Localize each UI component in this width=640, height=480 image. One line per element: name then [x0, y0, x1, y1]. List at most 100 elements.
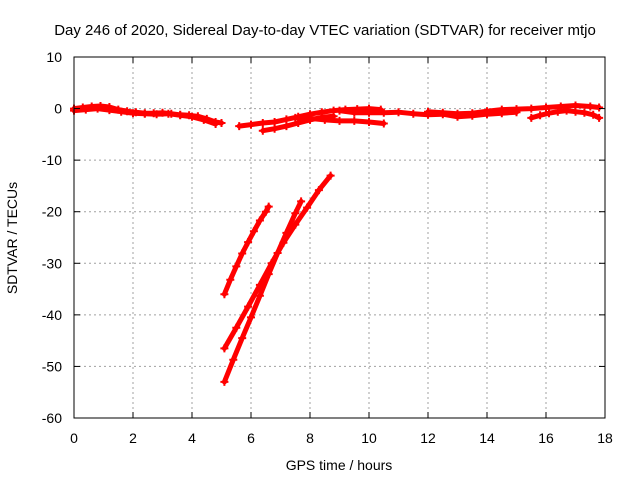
series-trace — [221, 198, 304, 385]
data-point — [297, 197, 306, 206]
data-point — [264, 270, 273, 279]
data-point — [320, 115, 329, 124]
y-tick-label: -10 — [42, 152, 62, 168]
y-tick-label: -50 — [42, 358, 62, 374]
data-point — [235, 122, 244, 131]
data-point — [350, 108, 359, 117]
data-point — [220, 290, 229, 299]
data-point — [270, 124, 279, 133]
data-point — [483, 107, 491, 116]
data-point — [81, 105, 90, 114]
data-point — [335, 106, 344, 115]
x-tick-label: 10 — [361, 430, 377, 446]
x-tick-labels: 0 2 4 6 8 10 12 14 16 18 — [70, 430, 613, 446]
data-point — [595, 103, 604, 112]
data-point — [335, 116, 344, 125]
data-point — [232, 323, 241, 332]
data-point — [536, 111, 545, 120]
x-tick-label: 12 — [420, 430, 436, 446]
series-track-2 — [70, 104, 220, 128]
data-point — [244, 302, 253, 311]
data-point — [164, 109, 173, 118]
data-point — [303, 203, 312, 212]
data-point — [140, 109, 149, 118]
data-point — [238, 249, 247, 258]
x-tick-label: 0 — [70, 430, 78, 446]
data-point — [379, 108, 388, 117]
data-point — [238, 334, 247, 343]
chart-title: Day 246 of 2020, Sidereal Day-to-day VTE… — [54, 22, 596, 39]
data-point — [365, 118, 373, 126]
data-point — [211, 120, 220, 128]
x-tick-label: 8 — [306, 430, 314, 446]
data-point — [365, 108, 373, 117]
data-point — [306, 114, 314, 123]
data-point — [409, 109, 418, 118]
data-point — [595, 113, 604, 122]
data-point — [152, 110, 161, 119]
data-point — [176, 111, 185, 120]
data-point — [220, 344, 229, 353]
data-point — [247, 313, 255, 322]
data-point — [129, 109, 137, 118]
series-track-9 — [220, 202, 273, 299]
data-point — [571, 107, 580, 116]
data-point — [244, 238, 253, 247]
x-tick-label: 2 — [129, 430, 137, 446]
ticks — [73, 56, 606, 419]
data-point — [394, 108, 403, 117]
data-point — [553, 107, 562, 116]
data-point — [438, 108, 447, 117]
data-point — [314, 186, 323, 195]
x-tick-label: 6 — [247, 430, 255, 446]
series-track-8 — [527, 106, 604, 122]
y-tick-label: -60 — [42, 410, 62, 426]
data-point — [249, 227, 258, 236]
y-tick-label: 10 — [46, 49, 62, 65]
data-point — [282, 228, 291, 237]
x-tick-label: 4 — [188, 430, 196, 446]
data-point — [261, 207, 270, 216]
data-point — [497, 105, 506, 114]
x-tick-label: 14 — [479, 430, 495, 446]
x-tick-label: 16 — [538, 430, 554, 446]
data-point — [586, 102, 595, 111]
data-point — [379, 119, 388, 128]
plot-frame — [73, 56, 606, 419]
data-point — [199, 115, 208, 124]
data-point — [350, 116, 359, 125]
data-point — [562, 106, 571, 115]
data-point — [226, 275, 235, 284]
data-point — [512, 105, 521, 114]
data-point — [229, 355, 238, 364]
data-point — [424, 107, 432, 116]
data-point — [326, 171, 335, 180]
data-point — [105, 106, 114, 115]
data-point — [220, 377, 229, 386]
data-point — [93, 104, 102, 113]
data-point — [232, 262, 241, 271]
data-point — [468, 109, 477, 118]
x-axis-label: GPS time / hours — [286, 457, 393, 473]
y-tick-label: -30 — [42, 255, 62, 271]
y-tick-label: -20 — [42, 204, 62, 220]
data-point — [453, 109, 462, 118]
data-point — [270, 118, 279, 126]
data-point — [282, 115, 291, 124]
y-axis-label: SDTVAR / TECUs — [4, 182, 20, 294]
data-point — [117, 107, 126, 116]
data-point — [291, 113, 300, 122]
data-point — [527, 113, 536, 122]
x-tick-label: 18 — [597, 430, 613, 446]
data-point — [258, 126, 267, 135]
data-point — [188, 112, 196, 121]
series-trace — [528, 108, 602, 121]
data-point — [527, 104, 536, 113]
data-point — [255, 216, 264, 225]
data-point — [255, 291, 264, 300]
data-point — [580, 108, 589, 117]
data-point — [247, 120, 255, 129]
data-point — [542, 103, 550, 112]
data-point — [258, 119, 267, 127]
